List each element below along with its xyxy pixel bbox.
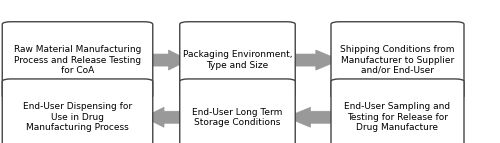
FancyBboxPatch shape — [180, 79, 295, 143]
Polygon shape — [286, 50, 340, 70]
FancyBboxPatch shape — [331, 79, 464, 143]
Polygon shape — [286, 107, 340, 127]
FancyBboxPatch shape — [331, 22, 464, 98]
Text: End-User Sampling and
Testing for Release for
Drug Manufacture: End-User Sampling and Testing for Releas… — [344, 102, 451, 132]
Polygon shape — [144, 107, 188, 127]
Text: Raw Material Manufacturing
Process and Release Testing
for CoA: Raw Material Manufacturing Process and R… — [14, 45, 141, 75]
FancyBboxPatch shape — [180, 22, 295, 98]
Polygon shape — [362, 82, 432, 96]
FancyBboxPatch shape — [2, 22, 153, 98]
FancyBboxPatch shape — [2, 79, 153, 143]
Text: Shipping Conditions from
Manufacturer to Supplier
and/or End-User: Shipping Conditions from Manufacturer to… — [340, 45, 455, 75]
Text: Packaging Environment,
Type and Size: Packaging Environment, Type and Size — [183, 50, 292, 70]
Text: End-User Long Term
Storage Conditions: End-User Long Term Storage Conditions — [192, 108, 282, 127]
Text: End-User Dispensing for
Use in Drug
Manufacturing Process: End-User Dispensing for Use in Drug Manu… — [23, 102, 132, 132]
Polygon shape — [144, 50, 188, 70]
